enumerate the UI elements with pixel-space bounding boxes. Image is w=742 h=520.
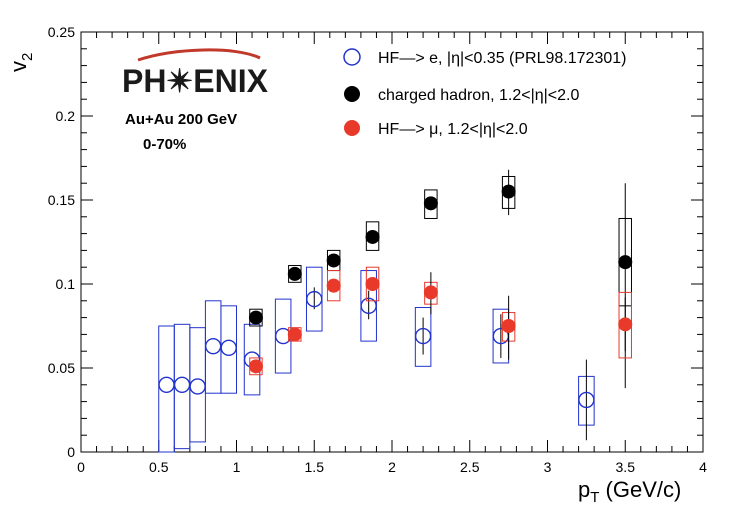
legend-marker-charged-hadron xyxy=(344,86,360,102)
point-hf-mu xyxy=(326,278,341,293)
x-tick-label: 3.5 xyxy=(616,459,636,475)
point-charged-hadron xyxy=(501,184,516,199)
y-tick-label: 0.1 xyxy=(56,276,76,292)
point-charged-hadron xyxy=(248,310,263,325)
x-tick-label: 3 xyxy=(544,459,552,475)
sys-box-hf-e xyxy=(220,305,237,394)
point-hf-e xyxy=(306,290,323,308)
y-tick-label: 0 xyxy=(67,444,75,460)
phenix-logo: PH✴ENIX xyxy=(122,48,269,99)
point-hf-e xyxy=(578,391,595,409)
legend: HF—> e, |η|<0.35 (PRL98.172301) charged … xyxy=(343,48,626,138)
x-tick-label: 1 xyxy=(233,459,241,475)
legend-marker-hf-e xyxy=(343,48,361,66)
logo-text: PH✴ENIX xyxy=(122,63,269,99)
point-charged-hadron xyxy=(365,229,380,244)
point-hf-e xyxy=(220,339,237,357)
x-tick-label: 0.5 xyxy=(149,459,169,475)
legend-label-hf-mu: HF—> μ, 1.2<|η|<2.0 xyxy=(378,121,528,138)
annotation-system: Au+Au 200 GeV xyxy=(125,111,237,128)
point-hf-e xyxy=(414,327,432,345)
series-hf-mu xyxy=(248,266,633,376)
legend-label-hf-e: HF—> e, |η|<0.35 (PRL98.172301) xyxy=(378,50,626,67)
point-hf-mu xyxy=(287,327,302,342)
data-marks xyxy=(158,169,633,453)
y-axis-title-main: v xyxy=(6,61,31,72)
point-hf-mu xyxy=(248,359,263,374)
sys-box-hf-e xyxy=(173,323,191,450)
point-hf-e xyxy=(360,297,377,315)
sys-box-hf-e xyxy=(204,300,222,394)
x-tick-label: 4 xyxy=(699,459,707,475)
y-tick-label: 0.2 xyxy=(56,108,76,124)
point-hf-e xyxy=(189,378,206,395)
y-tick-label: 0.25 xyxy=(48,24,75,40)
x-tick-label: 2.5 xyxy=(460,459,480,475)
x-axis-title-sub: T xyxy=(590,489,599,506)
point-hf-e xyxy=(173,376,191,393)
x-axis-title: pT (GeV/c) xyxy=(578,477,681,506)
point-charged-hadron xyxy=(326,253,341,268)
point-charged-hadron xyxy=(423,196,438,211)
point-charged-hadron xyxy=(618,255,633,270)
x-axis-title-main: p xyxy=(578,477,590,502)
point-hf-mu xyxy=(618,317,633,332)
sys-box-hf-e xyxy=(189,327,206,443)
point-hf-e xyxy=(158,376,175,393)
y-axis-title-sub: 2 xyxy=(19,53,36,61)
y-tick-label: 0.05 xyxy=(48,360,75,376)
legend-marker-hf-mu xyxy=(344,120,360,136)
series-hf-e xyxy=(158,266,595,453)
x-tick-label: 2 xyxy=(388,459,396,475)
point-hf-e xyxy=(204,337,222,355)
y-tick-label: 0.15 xyxy=(48,192,75,208)
x-tick-label: 0 xyxy=(77,459,85,475)
x-tick-label: 1.5 xyxy=(305,459,325,475)
legend-label-charged-hadron: charged hadron, 1.2<|η|<2.0 xyxy=(378,87,579,104)
point-hf-mu xyxy=(501,319,516,333)
annotation-centrality: 0-70% xyxy=(143,136,186,153)
x-axis-title-unit: (GeV/c) xyxy=(599,477,681,502)
y-axis-title: v2 xyxy=(6,53,36,72)
point-hf-mu xyxy=(423,285,438,300)
point-hf-mu xyxy=(365,277,380,291)
logo-swoosh xyxy=(137,48,261,62)
point-charged-hadron xyxy=(287,266,302,281)
